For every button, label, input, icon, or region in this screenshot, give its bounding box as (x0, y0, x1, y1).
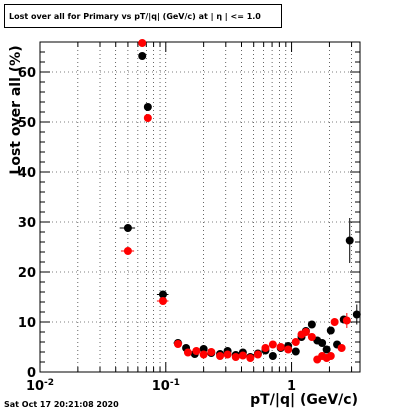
data-point (216, 352, 225, 360)
x-tick-label: 10-1 (152, 378, 180, 394)
data-point (138, 39, 147, 47)
data-point (291, 338, 300, 346)
data-point (223, 350, 232, 359)
data-point (158, 290, 167, 299)
y-tick-label: 40 (18, 166, 36, 181)
data-layer (119, 39, 361, 364)
data-point (123, 224, 132, 232)
data-point (158, 297, 167, 305)
data-point (301, 328, 310, 336)
data-point (276, 343, 285, 351)
data-point (326, 352, 335, 360)
tick-layer: 0 10 20 30 40 50 60 10-2 10-1 1 (18, 41, 360, 394)
data-point (199, 350, 208, 359)
data-point (268, 352, 277, 360)
data-point (268, 340, 277, 349)
data-point (143, 103, 152, 111)
y-tick-label: 50 (18, 116, 36, 131)
data-point (183, 348, 192, 357)
data-point (342, 316, 351, 325)
plot-frame (39, 41, 361, 373)
data-point (291, 347, 300, 356)
y-tick-label: 60 (18, 66, 36, 81)
grid-layer (40, 42, 360, 372)
data-point (143, 114, 152, 122)
data-point (253, 350, 262, 359)
data-point (261, 344, 270, 352)
frame-layer (39, 41, 361, 373)
data-point (238, 351, 247, 360)
data-point (330, 318, 339, 326)
data-point (231, 353, 240, 361)
chart-title: Lost over all for Primary vs pT/|q| (GeV… (4, 4, 282, 28)
x-tick-label: 10-2 (26, 378, 54, 394)
y-tick-label: 0 (27, 366, 36, 381)
data-point (307, 333, 316, 341)
data-point (173, 340, 182, 348)
x-tick-label: 1 (287, 379, 296, 394)
data-point (246, 354, 255, 362)
x-axis-label: pT/|q| (GeV/c) (250, 392, 358, 408)
data-point (199, 345, 208, 353)
data-point (307, 320, 316, 329)
data-point (207, 348, 216, 356)
data-point (192, 347, 201, 355)
y-tick-label: 10 (18, 316, 36, 331)
y-tick-label: 20 (18, 266, 36, 281)
data-point (337, 344, 346, 352)
data-point (123, 247, 132, 255)
data-point (138, 52, 147, 60)
data-point (284, 345, 293, 354)
y-axis-label: Lost over all (%) (8, 45, 24, 174)
data-point (345, 236, 354, 245)
data-point (318, 339, 327, 347)
data-point (326, 326, 335, 335)
data-point (322, 345, 331, 354)
data-point (352, 310, 361, 319)
y-tick-label: 30 (18, 216, 36, 231)
timestamp-footer: Sat Oct 17 20:21:08 2020 (4, 400, 119, 409)
